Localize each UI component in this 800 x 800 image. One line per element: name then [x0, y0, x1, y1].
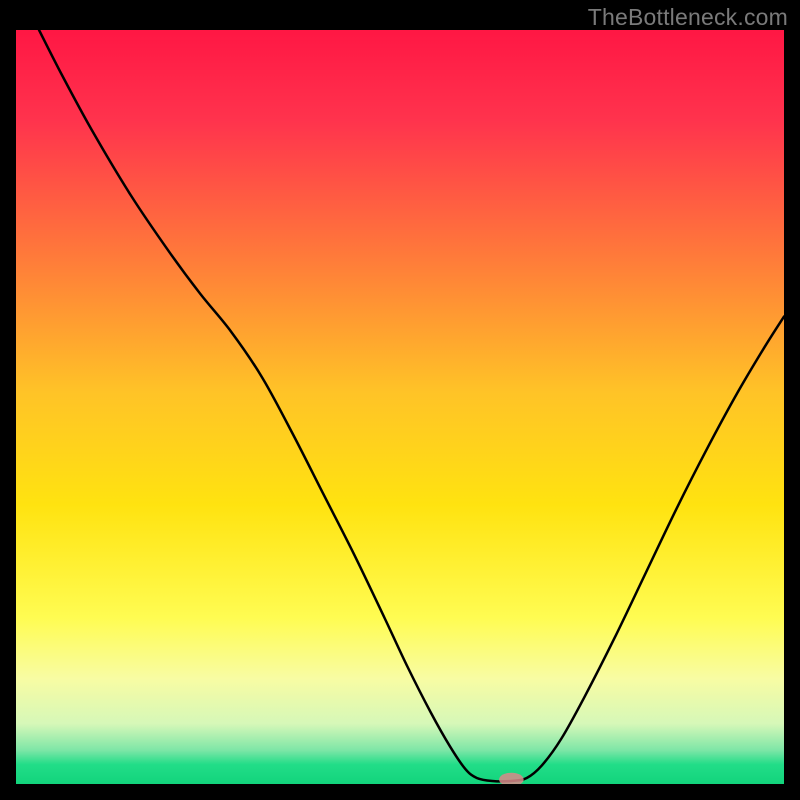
plot-area — [16, 30, 784, 784]
gradient-background — [16, 30, 784, 784]
watermark-text: TheBottleneck.com — [588, 4, 788, 31]
chart-frame: TheBottleneck.com — [0, 0, 800, 800]
bottleneck-curve-chart — [16, 30, 784, 784]
